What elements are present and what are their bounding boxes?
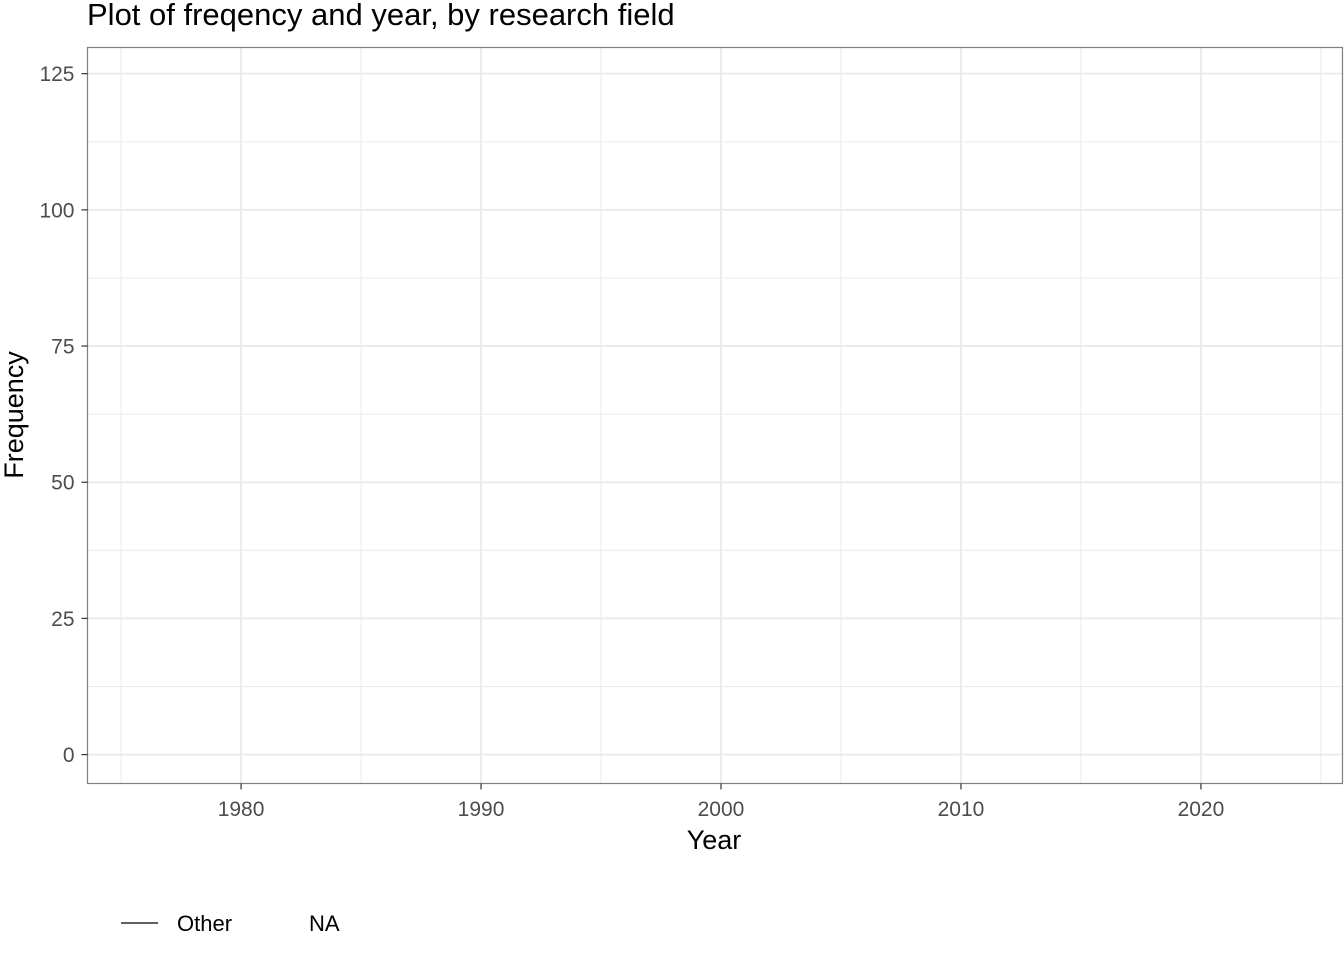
y-tick-label: 50 [51, 472, 74, 495]
minor-gridlines [87, 47, 1343, 784]
legend-label-other: Other [177, 911, 232, 936]
x-tick-label: 1990 [458, 798, 505, 821]
y-axis-title: Frequency [0, 351, 29, 479]
x-axis-title: Year [687, 825, 742, 855]
plot-panel [86, 46, 1344, 785]
major-gridlines [87, 47, 1343, 784]
x-tick-label: 1980 [218, 798, 265, 821]
y-tick-label: 25 [51, 608, 74, 631]
y-tick-label: 100 [39, 199, 74, 222]
plot-border [86, 46, 1344, 785]
y-tick-label: 75 [51, 336, 74, 359]
x-axis: 1980 1990 2000 2010 2020 [218, 783, 1225, 821]
y-tick-label: 125 [39, 63, 74, 86]
plot-background [87, 47, 1343, 784]
y-axis: 0 25 50 75 100 125 [39, 63, 88, 767]
x-tick-label: 2010 [938, 798, 985, 821]
x-tick-label: 2000 [698, 798, 745, 821]
y-tick-label: 0 [63, 744, 75, 767]
legend-label-na: NA [309, 911, 340, 936]
x-tick-label: 2020 [1178, 798, 1225, 821]
chart-title: Plot of freqency and year, by research f… [87, 0, 675, 32]
legend: Other NA [121, 911, 340, 936]
